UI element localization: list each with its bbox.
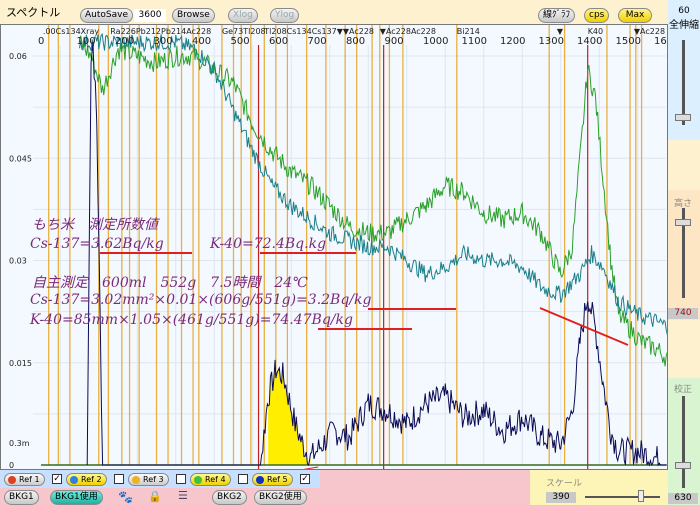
slider-thumb[interactable] xyxy=(675,218,691,226)
ref-2-checkbox[interactable] xyxy=(114,474,124,484)
x-tick-label: 900 xyxy=(385,36,404,47)
calib-label: 校正 xyxy=(674,385,693,395)
bkg1-button[interactable]: BKG1 xyxy=(4,490,39,505)
xlog-button[interactable]: Xlog xyxy=(228,8,258,23)
browse-button[interactable]: Browse xyxy=(172,8,215,23)
calib-slider[interactable] xyxy=(675,396,691,488)
peak-label: Ra226Pb212Pb214Ac228 xyxy=(110,27,211,36)
x-tick-label: 600 xyxy=(269,36,288,47)
scale-value: 390 xyxy=(546,492,576,503)
height-slider[interactable] xyxy=(675,208,691,298)
line-graph-button[interactable]: 線ｸﾞﾗﾌ xyxy=(538,8,576,23)
zoom-slider[interactable] xyxy=(675,40,691,125)
bkg2-use-button[interactable]: BKG2使用 xyxy=(254,490,307,505)
x-tick-label: 1300 xyxy=(539,36,564,47)
slider-thumb[interactable] xyxy=(675,462,691,469)
ref-1-checkbox[interactable]: ✓ xyxy=(52,474,62,484)
x-tick-label: 400 xyxy=(192,36,211,47)
scale-slider-thumb[interactable] xyxy=(638,490,645,502)
ref-3-button[interactable]: Ref 3 xyxy=(128,473,169,486)
peak-label: Ge73Tl208 xyxy=(222,27,266,36)
right-panel: 60 全伸縮 高さ 740 校正 630 xyxy=(668,0,700,505)
scale-label: スケール xyxy=(546,479,583,489)
ref-dot-icon xyxy=(132,476,140,484)
annotation-cs-official: Cs-137=3.62Bq/kg xyxy=(30,236,164,252)
y-tick-label: 0 xyxy=(9,461,14,469)
spectrum-plot[interactable]: 0 100 200 300 400 500 600 700 800 900 1000 1100 1200… xyxy=(0,24,679,478)
toolbar: スペクトル AutoSave 3600 Browse Xlog Ylog 線ｸﾞ… xyxy=(0,0,668,24)
ylog-button[interactable]: Ylog xyxy=(270,8,300,23)
bkg1-use-button[interactable]: BKG1使用 xyxy=(50,490,103,505)
ref-4-button[interactable]: Ref 4 xyxy=(190,473,231,486)
peak-label: Bi214 xyxy=(457,27,480,36)
x-tick-label: 800 xyxy=(346,36,365,47)
ref-dot-icon xyxy=(8,476,16,484)
annotation-k-self: K-40=85mm×1.05×(461g/551g)=74.47Bq/kg xyxy=(30,312,353,328)
peak-label: ▼Ac228 xyxy=(634,27,665,36)
y-tick-label: 0.045 xyxy=(9,154,32,163)
peak-label: Tl208Cs134Cs137▼▼ xyxy=(263,27,350,36)
scale-slider[interactable] xyxy=(585,496,660,498)
annotation-cs-self: Cs-137=3.02mm²×0.01×(606g/551g)=3.2Bq/kg xyxy=(30,292,372,308)
spectrum-series-3 xyxy=(86,42,673,467)
x-tick-label: 300 xyxy=(154,36,173,47)
list-icon[interactable]: ☰ xyxy=(178,489,188,502)
reference-bar: Ref 1 ✓ Ref 2 Ref 3 Ref 4 Ref 5 ✓ BKG1 BKG1使用 … xyxy=(0,470,530,505)
x-tick-label: 1500 xyxy=(616,36,641,47)
ref-2-button[interactable]: Ref 2 xyxy=(66,473,107,486)
paw-icon[interactable]: 🐾 xyxy=(118,490,133,504)
ref-1-button[interactable]: Ref 1 xyxy=(4,473,45,486)
ref-3-checkbox[interactable] xyxy=(176,474,186,484)
height-value: 740 xyxy=(668,308,698,319)
y-tick-label: 0.3m xyxy=(9,439,30,448)
y-tick-label: 0.06 xyxy=(9,52,27,61)
annotation-underlines xyxy=(100,252,629,346)
lock-icon[interactable]: 🔒 xyxy=(148,490,162,503)
spectrum-series-2 xyxy=(79,32,673,337)
max-button[interactable]: Max xyxy=(618,8,652,23)
x-tick-label: 0 xyxy=(38,36,44,47)
x-tick-label: 1000 xyxy=(423,36,448,47)
peak-label: ▼Ac228Ac228 xyxy=(380,27,436,36)
cps-button[interactable]: cps xyxy=(584,8,610,23)
y-tick-label: 0.03 xyxy=(9,257,27,266)
baseline-marker xyxy=(539,307,629,346)
spectrum-series-1 xyxy=(79,35,673,371)
annotation-line1: もち米 測定所数値 xyxy=(32,217,158,233)
scale-panel: スケール 390 xyxy=(530,470,668,505)
y-tick-label: 0.015 xyxy=(9,359,32,368)
x-tick-label: 1100 xyxy=(462,36,487,47)
x-tick-label: 1600 xyxy=(654,36,667,47)
zoom-value: 60 xyxy=(678,6,690,16)
peak-label: ▼ xyxy=(557,27,564,36)
panel-title: スペクトル xyxy=(6,6,61,19)
x-tick-label: 200 xyxy=(115,36,134,47)
annotation-line3: 自主測定 600ml 552g 7.5時間 24℃ xyxy=(32,275,308,291)
ref-4-checkbox[interactable] xyxy=(238,474,248,484)
x-tick-label: 1200 xyxy=(500,36,525,47)
ref-dot-icon xyxy=(194,476,202,484)
time-input[interactable]: 3600 xyxy=(134,9,166,22)
ref-5-button[interactable]: Ref 5 xyxy=(252,473,293,486)
x-tick-label: 1400 xyxy=(577,36,602,47)
slider-thumb[interactable] xyxy=(675,113,691,121)
ref-5-checkbox[interactable]: ✓ xyxy=(300,474,310,484)
ref-dot-icon xyxy=(256,476,264,484)
peak-label: K40 xyxy=(588,27,603,36)
peak-label: .00Cs134Xray xyxy=(43,27,99,36)
annotation-k-official: K-40=72.4Bq.kg xyxy=(210,236,327,252)
ref-dot-icon xyxy=(70,476,78,484)
zoom-label: 全伸縮 xyxy=(669,20,699,31)
x-tick-label: 500 xyxy=(231,36,250,47)
x-tick-label: 100 xyxy=(77,36,96,47)
autosave-button[interactable]: AutoSave xyxy=(80,8,133,23)
peak-label: Ac228 xyxy=(349,27,374,36)
x-tick-label: 700 xyxy=(308,36,327,47)
bkg2-button[interactable]: BKG2 xyxy=(212,490,247,505)
height-label: 高さ xyxy=(674,199,693,209)
calib-value: 630 xyxy=(668,493,698,504)
